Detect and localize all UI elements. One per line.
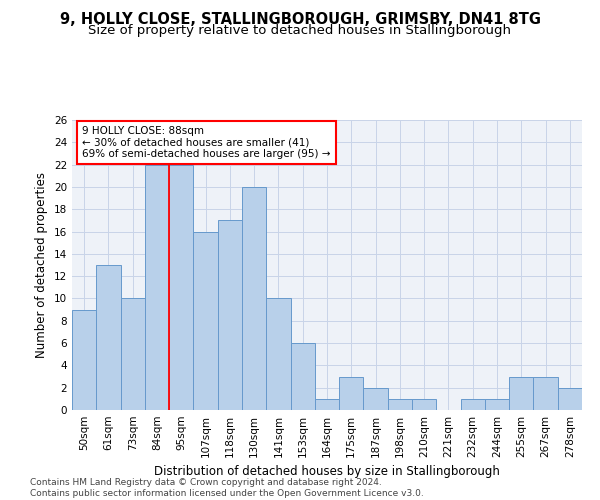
Bar xyxy=(533,376,558,410)
Bar xyxy=(266,298,290,410)
Bar xyxy=(290,343,315,410)
Bar xyxy=(121,298,145,410)
Text: Size of property relative to detached houses in Stallingborough: Size of property relative to detached ho… xyxy=(89,24,511,37)
Text: 9, HOLLY CLOSE, STALLINGBOROUGH, GRIMSBY, DN41 8TG: 9, HOLLY CLOSE, STALLINGBOROUGH, GRIMSBY… xyxy=(59,12,541,28)
Text: 9 HOLLY CLOSE: 88sqm
← 30% of detached houses are smaller (41)
69% of semi-detac: 9 HOLLY CLOSE: 88sqm ← 30% of detached h… xyxy=(82,126,331,159)
Bar xyxy=(193,232,218,410)
Bar xyxy=(169,164,193,410)
Bar xyxy=(509,376,533,410)
X-axis label: Distribution of detached houses by size in Stallingborough: Distribution of detached houses by size … xyxy=(154,466,500,478)
Bar xyxy=(364,388,388,410)
Bar xyxy=(242,187,266,410)
Bar xyxy=(388,399,412,410)
Bar xyxy=(145,164,169,410)
Bar xyxy=(218,220,242,410)
Bar xyxy=(96,265,121,410)
Bar xyxy=(485,399,509,410)
Bar xyxy=(72,310,96,410)
Bar xyxy=(461,399,485,410)
Y-axis label: Number of detached properties: Number of detached properties xyxy=(35,172,49,358)
Bar xyxy=(412,399,436,410)
Bar xyxy=(315,399,339,410)
Bar xyxy=(558,388,582,410)
Text: Contains HM Land Registry data © Crown copyright and database right 2024.
Contai: Contains HM Land Registry data © Crown c… xyxy=(30,478,424,498)
Bar xyxy=(339,376,364,410)
